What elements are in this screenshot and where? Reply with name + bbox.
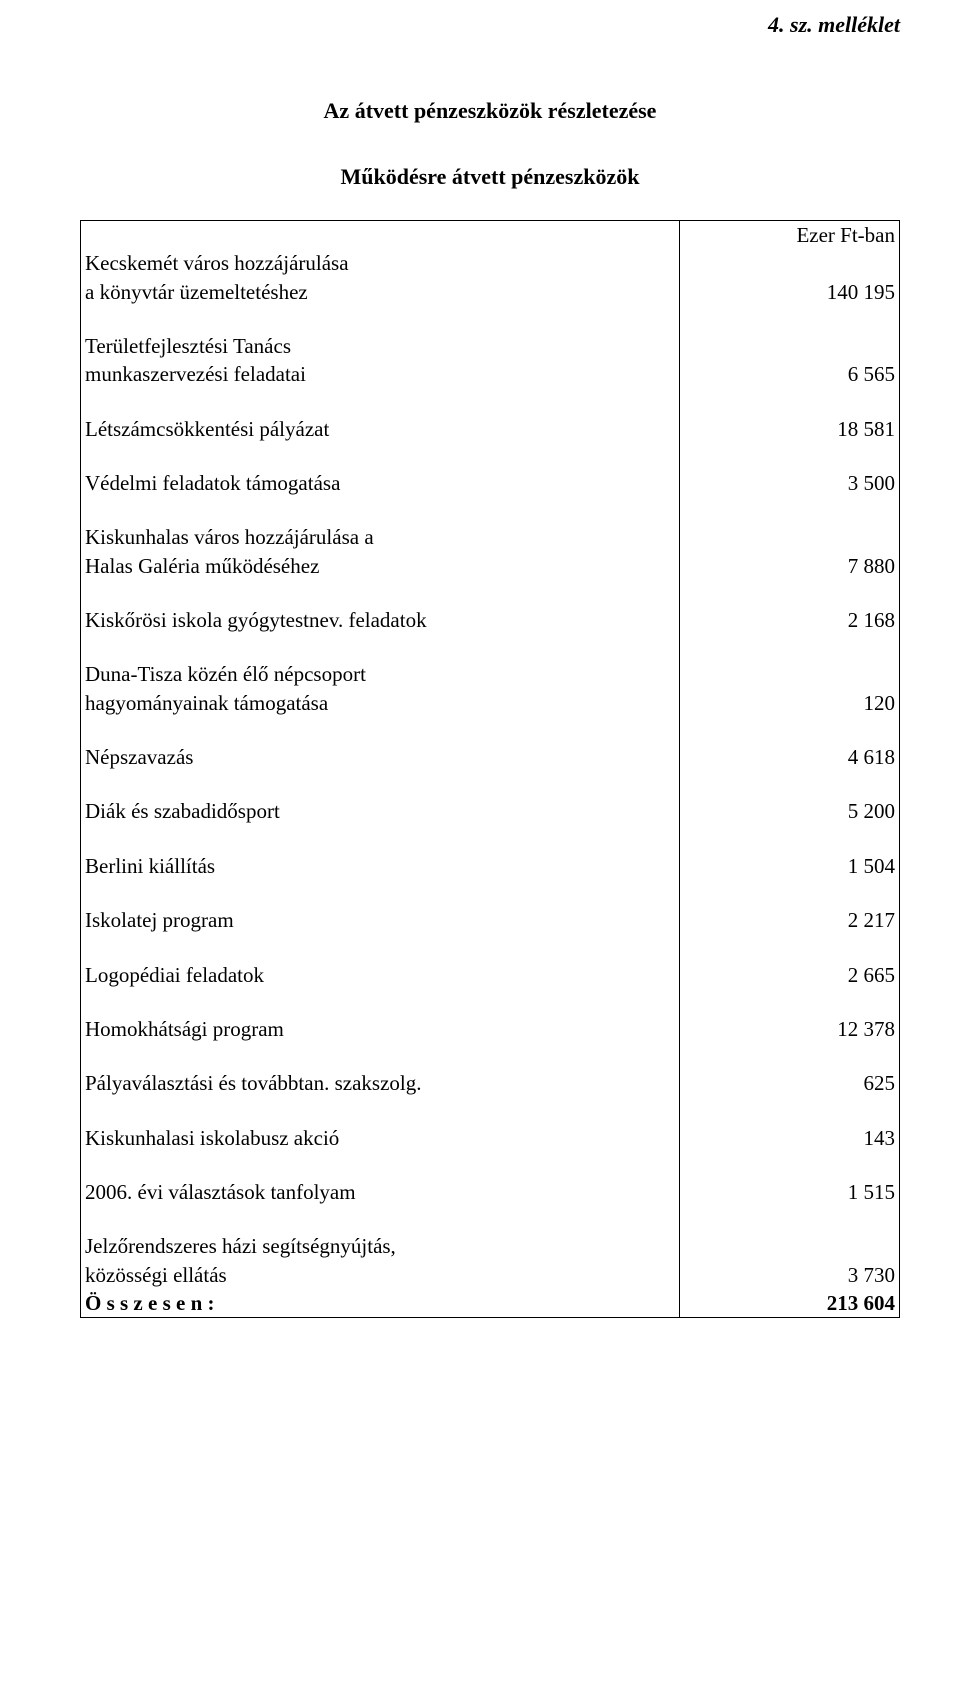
spacer-cell [81, 826, 680, 852]
row-value: 1 515 [680, 1178, 900, 1206]
spacer-cell [680, 771, 900, 797]
spacer-cell [680, 497, 900, 523]
spacer-cell [81, 1098, 680, 1124]
spacer-cell [81, 771, 680, 797]
spacer-cell [81, 880, 680, 906]
row-label: 2006. évi választások tanfolyam [81, 1178, 680, 1206]
row-label: Berlini kiállítás [81, 852, 680, 880]
row-label: közösségi ellátás [81, 1261, 680, 1289]
row-label: Diák és szabadidősport [81, 797, 680, 825]
total-value: 213 604 [680, 1289, 900, 1318]
row-value: 143 [680, 1124, 900, 1152]
row-label: Homokhátsági program [81, 1015, 680, 1043]
total-label: Ö s s z e s e n : [81, 1289, 680, 1318]
row-value [680, 332, 900, 360]
spacer-cell [680, 1152, 900, 1178]
row-value: 2 665 [680, 961, 900, 989]
row-value [680, 1232, 900, 1260]
row-label: Kiskunhalas város hozzájárulása a [81, 523, 680, 551]
appendix-label: 4. sz. melléklet [80, 12, 900, 38]
row-value: 140 195 [680, 278, 900, 306]
row-value: 12 378 [680, 1015, 900, 1043]
row-label: munkaszervezési feladatai [81, 360, 680, 388]
row-value: 3 730 [680, 1261, 900, 1289]
row-label: Pályaválasztási és továbbtan. szakszolg. [81, 1069, 680, 1097]
spacer-cell [680, 443, 900, 469]
spacer-cell [680, 580, 900, 606]
row-label: Iskolatej program [81, 906, 680, 934]
spacer-cell [680, 989, 900, 1015]
row-value: 6 565 [680, 360, 900, 388]
row-value: 4 618 [680, 743, 900, 771]
row-label: Kiskunhalasi iskolabusz akció [81, 1124, 680, 1152]
spacer-cell [81, 580, 680, 606]
row-value: 625 [680, 1069, 900, 1097]
spacer-cell [81, 1206, 680, 1232]
spacer-cell [81, 1152, 680, 1178]
row-value: 3 500 [680, 469, 900, 497]
page-title: Az átvett pénzeszközök részletezése [80, 98, 900, 124]
unit-label: Ezer Ft-ban [680, 221, 900, 250]
row-value [680, 523, 900, 551]
table-cell-empty [81, 221, 680, 250]
spacer-cell [680, 1098, 900, 1124]
spacer-cell [680, 389, 900, 415]
row-label: Népszavazás [81, 743, 680, 771]
row-label: Jelzőrendszeres házi segítségnyújtás, [81, 1232, 680, 1260]
row-value: 5 200 [680, 797, 900, 825]
row-value: 1 504 [680, 852, 900, 880]
spacer-cell [81, 989, 680, 1015]
page-subtitle: Működésre átvett pénzeszközök [80, 164, 900, 190]
row-label: Halas Galéria működéséhez [81, 552, 680, 580]
spacer-cell [680, 717, 900, 743]
row-value [680, 249, 900, 277]
funds-table: Ezer Ft-banKecskemét város hozzájárulása… [80, 220, 900, 1318]
row-value: 2 217 [680, 906, 900, 934]
row-label: Kecskemét város hozzájárulása [81, 249, 680, 277]
spacer-cell [680, 306, 900, 332]
spacer-cell [81, 634, 680, 660]
row-label: Logopédiai feladatok [81, 961, 680, 989]
spacer-cell [680, 880, 900, 906]
row-label: hagyományainak támogatása [81, 689, 680, 717]
spacer-cell [81, 1043, 680, 1069]
row-label: Védelmi feladatok támogatása [81, 469, 680, 497]
spacer-cell [81, 717, 680, 743]
row-label: Kiskőrösi iskola gyógytestnev. feladatok [81, 606, 680, 634]
spacer-cell [81, 935, 680, 961]
row-label: Létszámcsökkentési pályázat [81, 415, 680, 443]
row-value: 2 168 [680, 606, 900, 634]
spacer-cell [680, 634, 900, 660]
spacer-cell [81, 306, 680, 332]
spacer-cell [81, 389, 680, 415]
spacer-cell [81, 497, 680, 523]
row-value: 7 880 [680, 552, 900, 580]
row-label: a könyvtár üzemeltetéshez [81, 278, 680, 306]
row-value: 18 581 [680, 415, 900, 443]
row-label: Területfejlesztési Tanács [81, 332, 680, 360]
row-value [680, 660, 900, 688]
spacer-cell [680, 1206, 900, 1232]
spacer-cell [680, 935, 900, 961]
spacer-cell [680, 826, 900, 852]
row-value: 120 [680, 689, 900, 717]
row-label: Duna-Tisza közén élő népcsoport [81, 660, 680, 688]
spacer-cell [81, 443, 680, 469]
spacer-cell [680, 1043, 900, 1069]
